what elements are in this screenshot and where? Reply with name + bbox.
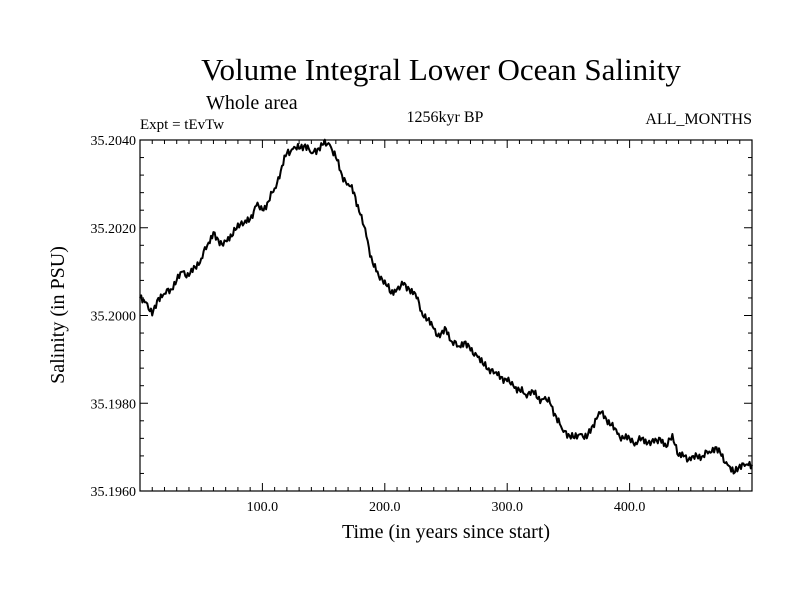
y-tick-label: 35.2020 [91,222,137,237]
x-tick-label: 200.0 [369,500,401,515]
chart-subtitle: Whole area [206,92,298,114]
experiment-label: Expt = tEvTw [140,117,224,133]
y-tick-label: 35.2040 [91,134,137,149]
chart-title: Volume Integral Lower Ocean Salinity [201,52,681,87]
y-axis-label: Salinity (in PSU) [47,246,69,384]
y-tick-label: 35.1960 [91,485,137,500]
axes [140,140,752,491]
x-tick-label: 400.0 [614,500,646,515]
x-tick-label: 300.0 [491,500,523,515]
x-tick-label: 100.0 [247,500,279,515]
y-tick-label: 35.1980 [91,397,137,412]
period-label: 1256kyr BP [407,109,484,126]
plot-frame [139,139,753,492]
salinity-series-line [139,138,753,475]
x-axis-label: Time (in years since start) [342,521,550,543]
months-label: ALL_MONTHS [645,111,752,128]
y-tick-label: 35.2000 [91,310,137,325]
tick-labels: 100.0 200.0 300.0 400.0 35.1960 35.1980 35.200… [91,134,646,515]
